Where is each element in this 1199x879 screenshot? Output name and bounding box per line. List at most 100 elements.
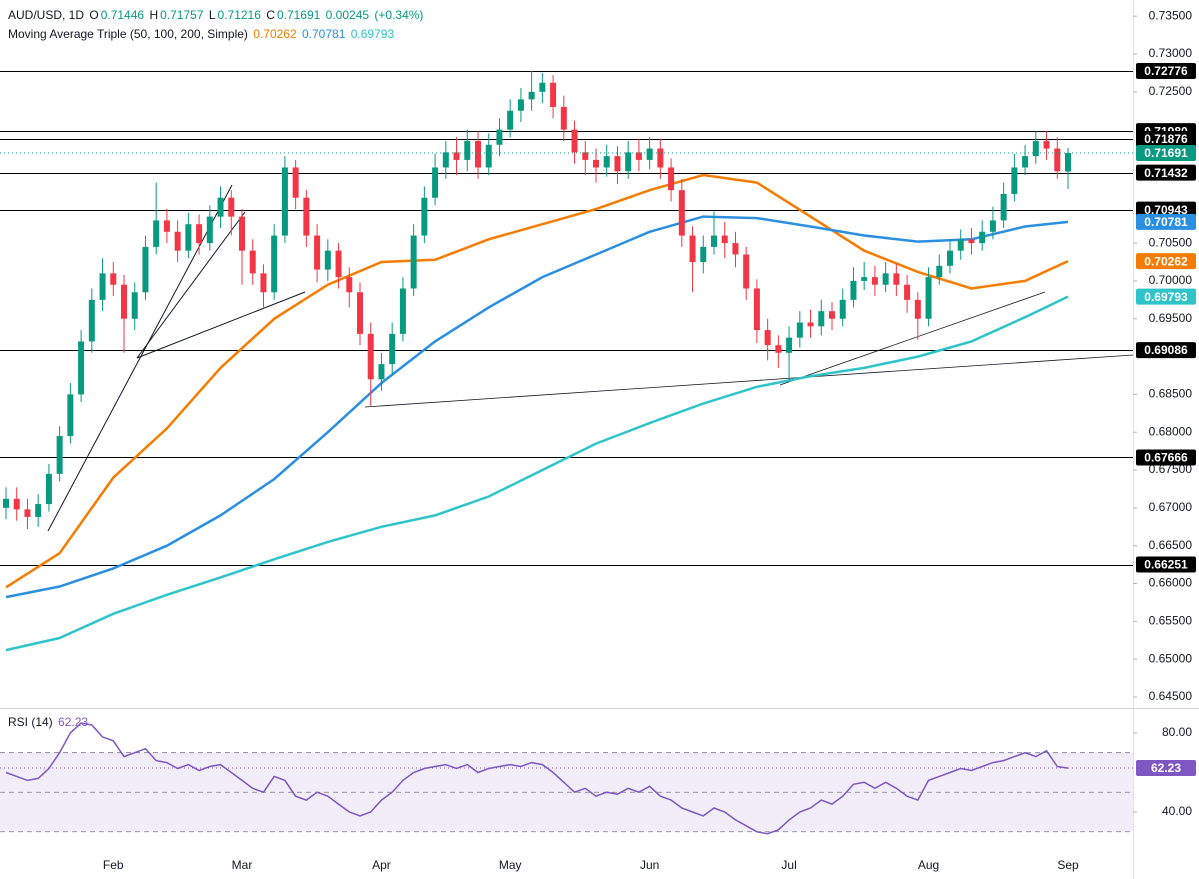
moving-average <box>5 215 1069 599</box>
candle-body <box>110 273 117 285</box>
candle-body <box>625 152 632 172</box>
candle-body <box>78 341 85 395</box>
candle-body <box>775 345 782 353</box>
ma-value: 0.70781 <box>302 27 346 41</box>
x-tick-label: Mar <box>232 858 253 872</box>
trend-line <box>779 291 1046 386</box>
level-label-box <box>1136 164 1196 181</box>
ma-value: 0.70262 <box>253 27 297 41</box>
candle-body <box>67 394 74 436</box>
y-tick-label: 0.70500 <box>1149 235 1193 249</box>
rsi-band <box>0 752 1133 832</box>
y-tick-label: 0.69500 <box>1149 311 1193 325</box>
candle-body <box>453 152 460 160</box>
y-tick-label: 0.65000 <box>1149 651 1193 665</box>
x-tick-label: Jun <box>640 858 659 872</box>
rsi-value: 62.23 <box>58 715 89 729</box>
last-price-label-box <box>1136 145 1196 162</box>
candle-body <box>324 250 331 270</box>
moving-average <box>5 295 1069 652</box>
candle-body <box>582 152 589 160</box>
candle-body <box>35 504 42 517</box>
candle-body <box>593 159 599 168</box>
level-label: 0.67666 <box>1144 451 1188 465</box>
y-tick-label: 0.66500 <box>1149 538 1193 552</box>
candle-body <box>485 144 492 168</box>
candle-body <box>99 273 106 300</box>
candle-body <box>968 239 975 244</box>
candle-body <box>88 299 95 342</box>
y-tick-label: 80.00 <box>1162 725 1192 739</box>
candle-body <box>1000 193 1007 221</box>
candle-body <box>410 235 417 289</box>
ohlc-label: H <box>149 8 159 22</box>
trend-line <box>136 291 306 359</box>
candle-body <box>217 197 224 217</box>
rsi-last-label-box <box>1136 760 1196 777</box>
candle-body <box>464 140 471 160</box>
symbol: AUD/USD, 1D <box>8 8 85 22</box>
candle-body <box>314 235 321 270</box>
ma-value: 0.69793 <box>350 27 395 41</box>
candle-body <box>517 99 524 111</box>
x-tick-label: Feb <box>103 858 124 872</box>
candle-body <box>528 91 535 100</box>
y-tick-label: 0.65500 <box>1149 613 1193 627</box>
candle-body <box>442 152 449 168</box>
candle-body <box>882 273 889 285</box>
level-label: 0.69086 <box>1144 343 1188 357</box>
candle-body <box>196 224 203 244</box>
candle-body <box>346 277 353 293</box>
candle-body <box>753 288 760 331</box>
candle-body <box>121 284 127 319</box>
candle-body <box>893 273 900 285</box>
candle-body <box>721 235 728 244</box>
candle-body <box>871 277 878 285</box>
candle-body <box>399 288 406 334</box>
moving-average <box>5 173 1069 589</box>
y-tick-label: 0.73000 <box>1149 46 1193 60</box>
y-tick-label: 0.70000 <box>1149 273 1193 287</box>
y-tick-label: 0.64500 <box>1149 689 1193 703</box>
x-tick-label: May <box>499 858 522 872</box>
y-tick-label: 0.73500 <box>1149 8 1193 22</box>
ma-label-box <box>1136 288 1196 305</box>
candle-body <box>56 435 63 474</box>
candle-body <box>989 220 996 232</box>
candle-body <box>925 277 932 319</box>
candle-body <box>764 330 771 346</box>
candle-body <box>271 235 278 293</box>
candle-body <box>335 250 342 278</box>
candle-body <box>507 110 514 130</box>
candle-body <box>1054 148 1061 172</box>
candle-body <box>560 106 567 130</box>
level-label-box <box>1136 449 1196 466</box>
ma-title: Moving Average Triple (50, 100, 200, Sim… <box>8 27 248 41</box>
ma-label: 0.70262 <box>1144 254 1188 268</box>
candle-body <box>904 284 911 300</box>
annotations <box>0 71 1134 566</box>
ma-label-box <box>1136 253 1196 270</box>
x-tick-label: Sep <box>1057 858 1079 872</box>
candle-body <box>163 220 170 232</box>
candle-body <box>571 129 578 153</box>
candle-body <box>1011 167 1018 194</box>
candle-body <box>657 148 664 168</box>
candle-body <box>861 277 868 281</box>
candle-body <box>979 231 986 244</box>
candle-body <box>421 197 428 236</box>
candle-body <box>1043 140 1050 149</box>
ma-label-box <box>1136 213 1196 230</box>
candle-body <box>24 509 31 517</box>
trend-line <box>364 354 1134 408</box>
y-tick-label: 0.67500 <box>1149 462 1193 476</box>
y-tick-label: 0.72500 <box>1149 84 1193 98</box>
rsi-line <box>5 722 1069 835</box>
last-price-label: 0.71691 <box>1144 146 1188 160</box>
candle-body <box>668 167 675 191</box>
candle-body <box>947 250 953 266</box>
candle-body <box>807 322 814 327</box>
candle-body <box>45 473 52 505</box>
